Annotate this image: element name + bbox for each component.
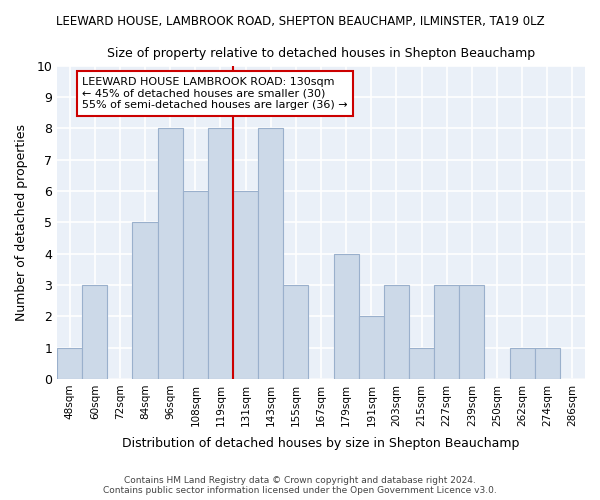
Text: LEEWARD HOUSE LAMBROOK ROAD: 130sqm
← 45% of detached houses are smaller (30)
55: LEEWARD HOUSE LAMBROOK ROAD: 130sqm ← 45… (82, 77, 348, 110)
Bar (208, 128, 233, 379)
Bar (82, 285, 107, 379)
Bar (334, 254, 359, 379)
Bar (460, 285, 484, 379)
Bar (359, 316, 384, 379)
X-axis label: Distribution of detached houses by size in Shepton Beauchamp: Distribution of detached houses by size … (122, 437, 520, 450)
Bar (434, 285, 460, 379)
Bar (183, 191, 208, 379)
Text: Contains HM Land Registry data © Crown copyright and database right 2024.
Contai: Contains HM Land Registry data © Crown c… (103, 476, 497, 495)
Bar (158, 128, 183, 379)
Bar (133, 222, 158, 379)
Bar (535, 348, 560, 379)
Y-axis label: Number of detached properties: Number of detached properties (15, 124, 28, 321)
Bar (384, 285, 409, 379)
Bar (409, 348, 434, 379)
Bar (233, 191, 258, 379)
Text: LEEWARD HOUSE, LAMBROOK ROAD, SHEPTON BEAUCHAMP, ILMINSTER, TA19 0LZ: LEEWARD HOUSE, LAMBROOK ROAD, SHEPTON BE… (56, 15, 544, 28)
Bar (283, 285, 308, 379)
Bar (258, 128, 283, 379)
Bar (57, 348, 82, 379)
Title: Size of property relative to detached houses in Shepton Beauchamp: Size of property relative to detached ho… (107, 48, 535, 60)
Bar (509, 348, 535, 379)
